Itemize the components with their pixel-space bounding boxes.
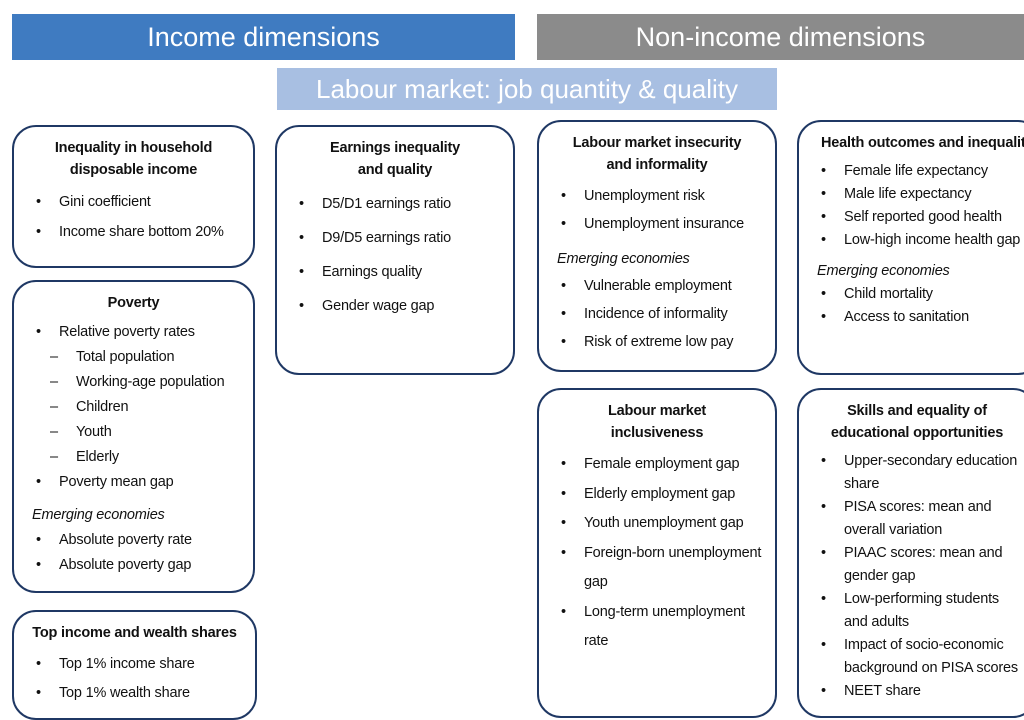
bullet-item: Relative poverty rates	[26, 320, 241, 345]
sub-item: Working-age population	[26, 370, 241, 395]
bullet-item: Low-high income health gap	[811, 229, 1024, 252]
bullet-item: D9/D5 earnings ratio	[289, 221, 501, 255]
bullet-item: Poverty mean gap	[26, 470, 241, 495]
bullet-item: PISA scores: mean and overall variation	[811, 496, 1023, 542]
bullet-item: Access to sanitation	[811, 306, 1024, 329]
bullet-item: Impact of socio-economic background on P…	[811, 634, 1023, 680]
bullet-item: Earnings quality	[289, 255, 501, 289]
bullet-item: Incidence of informality	[551, 300, 763, 328]
bullet-item: Female employment gap	[551, 450, 763, 480]
box-title: Top income and wealth shares	[32, 625, 237, 641]
bullet-item: Foreign-born unemployment gap	[551, 539, 763, 598]
box-title: Inequality in household disposable incom…	[54, 140, 213, 178]
sub-item: Children	[26, 395, 241, 420]
bullet-item: Upper-secondary education share	[811, 450, 1023, 496]
box: Earnings inequality and quality D5/D1 ear…	[275, 125, 515, 375]
box: Labour market insecurity and informality…	[537, 120, 777, 372]
bullet-item: Self reported good health	[811, 206, 1024, 229]
bullet-item: Vulnerable employment	[551, 272, 763, 300]
bullet-item: Male life expectancy	[811, 183, 1024, 206]
bullet-item: Unemployment insurance	[551, 210, 763, 238]
emerging-label: Emerging economies	[557, 251, 690, 267]
bullet-item: Top 1% income share	[26, 650, 243, 679]
bullet-item: NEET share	[811, 680, 1023, 703]
emerging-label: Emerging economies	[32, 507, 165, 523]
box: Top income and wealth shares Top 1% incom…	[12, 610, 257, 720]
bullet-item: Child mortality	[811, 283, 1024, 306]
box-title: Earnings inequality and quality	[330, 140, 460, 178]
bullet-item: Long-term unemployment rate	[551, 598, 763, 657]
bullet-item: Elderly employment gap	[551, 480, 763, 510]
box-title: Skills and equality of educational oppor…	[830, 403, 1004, 441]
bullet-item: Youth unemployment gap	[551, 509, 763, 539]
box: Skills and equality of educational oppor…	[797, 388, 1024, 718]
box: Poverty Relative poverty ratesTotal popul…	[12, 280, 255, 593]
sub-item: Youth	[26, 420, 241, 445]
box: Labour market inclusiveness Female employ…	[537, 388, 777, 718]
sub-item: Elderly	[26, 445, 241, 470]
labour-header: Labour market: job quantity & quality	[277, 68, 777, 110]
bullet-item: Gini coefficient	[26, 187, 241, 217]
bullet-item: Unemployment risk	[551, 182, 763, 210]
box-title: Poverty	[107, 295, 160, 311]
box: Health outcomes and inequalities Female l…	[797, 120, 1024, 375]
bullet-item: Female life expectancy	[811, 160, 1024, 183]
bullet-item: Risk of extreme low pay	[551, 328, 763, 356]
box-title: Labour market inclusiveness	[607, 403, 707, 441]
bullet-item: Absolute poverty rate	[26, 528, 241, 553]
bullet-item: Absolute poverty gap	[26, 553, 241, 578]
box-title: Labour market insecurity and informality	[572, 135, 742, 173]
bullet-item: Income share bottom 20%	[26, 217, 241, 247]
bullet-item: Gender wage gap	[289, 289, 501, 323]
emerging-label: Emerging economies	[817, 263, 950, 279]
box: Inequality in household disposable incom…	[12, 125, 255, 268]
non-income-header: Non-income dimensions	[537, 14, 1024, 60]
bullet-item: D5/D1 earnings ratio	[289, 187, 501, 221]
bullet-item: Low-performing students and adults	[811, 588, 1023, 634]
income-header: Income dimensions	[12, 14, 515, 60]
bullet-item: Top 1% wealth share	[26, 679, 243, 708]
sub-item: Total population	[26, 345, 241, 370]
bullet-item: PIAAC scores: mean and gender gap	[811, 542, 1023, 588]
box-title: Health outcomes and inequalities	[821, 135, 1024, 151]
